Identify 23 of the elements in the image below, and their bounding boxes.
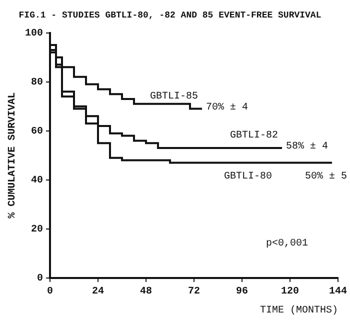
- y-tick-label: 40: [30, 175, 44, 186]
- x-tick-label: 96: [236, 286, 248, 298]
- y-tick-label: 80: [30, 77, 44, 88]
- chart-title: FIG.1 - STUDIES GBTLI-80, -82 AND 85 EVENT-FREE SURVIVAL: [18, 10, 322, 21]
- series-label: GBTLI-85: [150, 91, 198, 102]
- x-tick-label: 24: [92, 286, 104, 298]
- annotation: p<0,001: [266, 238, 308, 250]
- x-tick-label: 120: [280, 286, 300, 298]
- x-axis-title: TIME (MONTHS): [260, 304, 338, 317]
- y-tick-label: 20: [30, 224, 44, 236]
- y-tick-label: 0: [36, 274, 44, 285]
- x-tick-label: 72: [188, 286, 200, 298]
- annotation: 50% ± 5: [304, 171, 347, 182]
- annotation: 70% ± 4: [206, 102, 248, 114]
- annotation: 58% ± 4: [286, 142, 328, 153]
- series-label: GBTLI-80: [224, 171, 272, 182]
- series-label: GBTLI-82: [230, 130, 278, 142]
- y-tick-label: 60: [30, 126, 44, 138]
- y-tick-label: 100: [24, 28, 44, 40]
- x-tick-label: 48: [140, 286, 152, 298]
- x-tick-label: 144: [328, 286, 348, 298]
- x-tick-label: 0: [46, 286, 54, 298]
- y-axis-title: % CUMULATIVE SURVIVAL: [8, 92, 19, 218]
